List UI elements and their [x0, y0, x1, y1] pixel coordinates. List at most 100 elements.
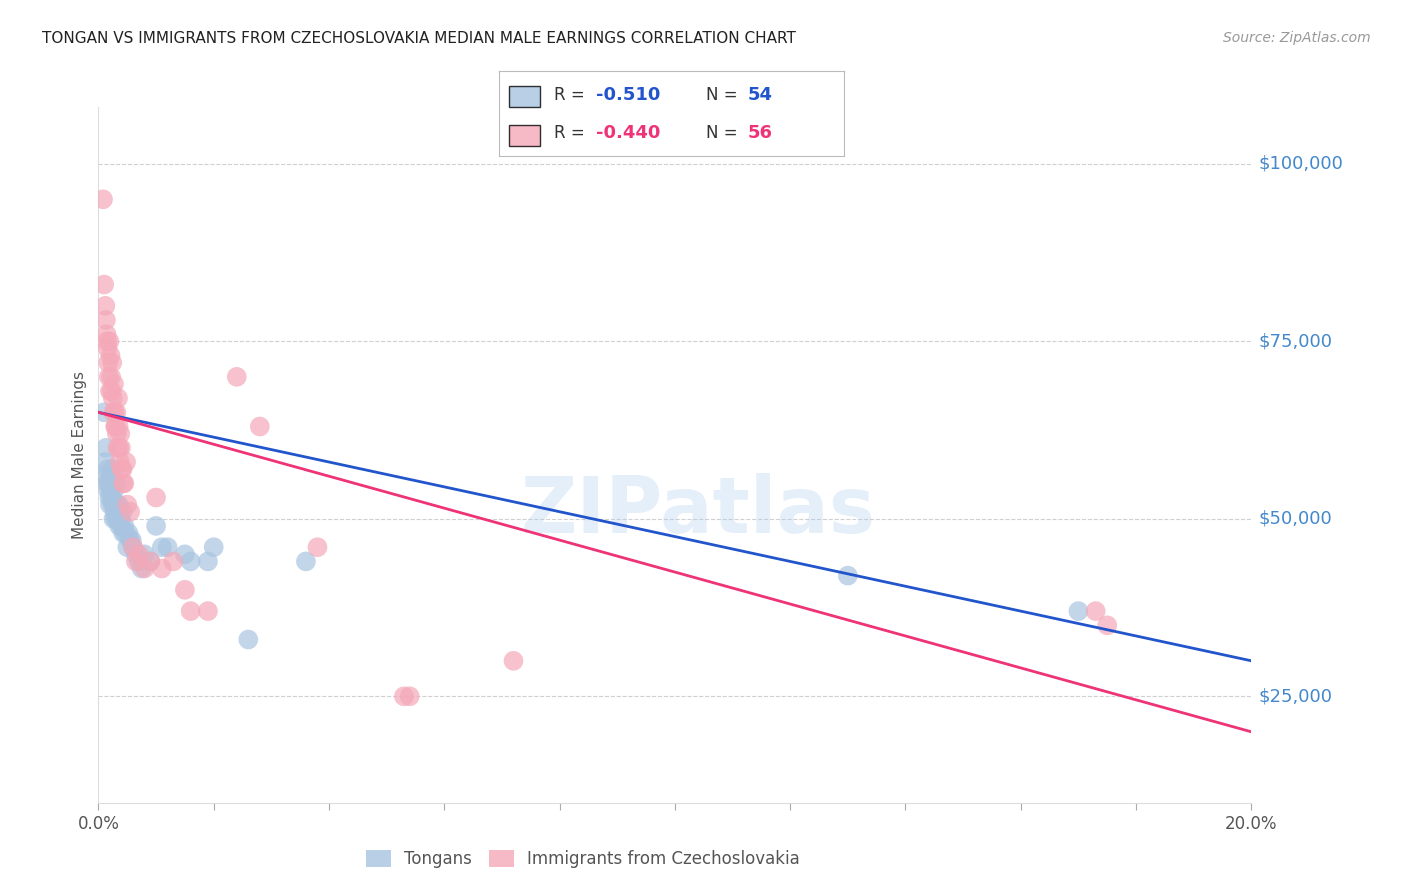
Point: [105, 505, 128, 519]
Point: [112, 476, 135, 491]
Point: [110, 462, 132, 476]
Point: [97, 462, 120, 476]
Point: [295, 554, 318, 568]
Point: [107, 498, 129, 512]
Point: [103, 512, 125, 526]
Point: [96, 327, 118, 342]
Point: [101, 391, 124, 405]
Point: [101, 498, 124, 512]
Point: [1067, 604, 1090, 618]
Text: $100,000: $100,000: [1258, 155, 1343, 173]
Point: [392, 690, 415, 704]
FancyBboxPatch shape: [509, 125, 540, 146]
Point: [110, 519, 132, 533]
Point: [134, 547, 156, 561]
FancyBboxPatch shape: [509, 86, 540, 107]
Point: [131, 561, 153, 575]
Point: [110, 512, 132, 526]
Point: [104, 419, 127, 434]
Text: N =: N =: [706, 87, 742, 104]
Text: $25,000: $25,000: [1258, 688, 1333, 706]
Point: [117, 498, 138, 512]
Point: [98, 334, 121, 349]
Point: [104, 512, 127, 526]
Point: [100, 349, 122, 363]
Point: [100, 384, 122, 398]
Point: [139, 554, 162, 568]
Point: [174, 582, 197, 597]
Point: [101, 356, 124, 370]
Point: [107, 419, 129, 434]
Point: [125, 547, 148, 561]
Point: [94, 455, 117, 469]
Point: [110, 426, 132, 441]
Point: [502, 654, 524, 668]
Point: [108, 455, 131, 469]
Point: [107, 512, 129, 526]
Text: -0.440: -0.440: [596, 124, 659, 142]
Point: [103, 505, 125, 519]
Point: [97, 342, 120, 356]
Point: [97, 476, 120, 491]
Point: [100, 369, 122, 384]
Text: R =: R =: [554, 87, 591, 104]
Point: [98, 498, 121, 512]
Text: $50,000: $50,000: [1258, 510, 1331, 528]
Point: [225, 369, 247, 384]
Point: [105, 426, 128, 441]
Point: [1084, 604, 1107, 618]
Point: [120, 505, 142, 519]
Point: [156, 540, 179, 554]
Point: [104, 419, 127, 434]
Point: [150, 540, 173, 554]
Point: [837, 568, 859, 582]
Text: TONGAN VS IMMIGRANTS FROM CZECHOSLOVAKIA MEDIAN MALE EARNINGS CORRELATION CHART: TONGAN VS IMMIGRANTS FROM CZECHOSLOVAKIA…: [42, 31, 796, 46]
Text: Source: ZipAtlas.com: Source: ZipAtlas.com: [1223, 31, 1371, 45]
Point: [105, 476, 128, 491]
Point: [97, 356, 120, 370]
Text: N =: N =: [706, 124, 742, 142]
Point: [121, 533, 143, 548]
Point: [197, 604, 219, 618]
Point: [108, 505, 131, 519]
Point: [91, 192, 114, 206]
Point: [114, 526, 136, 541]
Point: [107, 441, 129, 455]
Text: 54: 54: [747, 87, 772, 104]
Point: [150, 561, 173, 575]
Point: [115, 455, 138, 469]
Point: [96, 334, 118, 349]
Y-axis label: Median Male Earnings: Median Male Earnings: [72, 371, 87, 539]
Point: [103, 376, 125, 391]
Point: [97, 483, 120, 498]
Point: [93, 277, 115, 292]
Text: 56: 56: [747, 124, 772, 142]
Point: [94, 299, 117, 313]
Text: $75,000: $75,000: [1258, 333, 1333, 351]
Point: [128, 547, 150, 561]
Point: [100, 483, 122, 498]
Point: [112, 526, 135, 541]
Point: [96, 476, 118, 491]
Point: [101, 462, 124, 476]
Point: [162, 554, 184, 568]
Point: [125, 554, 148, 568]
Point: [145, 491, 167, 505]
Text: R =: R =: [554, 124, 591, 142]
Point: [1097, 618, 1119, 632]
Point: [238, 632, 260, 647]
Point: [117, 526, 139, 541]
Point: [100, 491, 122, 505]
Point: [94, 441, 117, 455]
Text: -0.510: -0.510: [596, 87, 659, 104]
Point: [107, 391, 129, 405]
Point: [110, 441, 132, 455]
Point: [97, 369, 120, 384]
Point: [103, 405, 125, 419]
Point: [180, 604, 202, 618]
Point: [180, 554, 202, 568]
Point: [104, 498, 127, 512]
Text: ZIPatlas: ZIPatlas: [520, 473, 876, 549]
Point: [134, 561, 156, 575]
Point: [108, 519, 131, 533]
